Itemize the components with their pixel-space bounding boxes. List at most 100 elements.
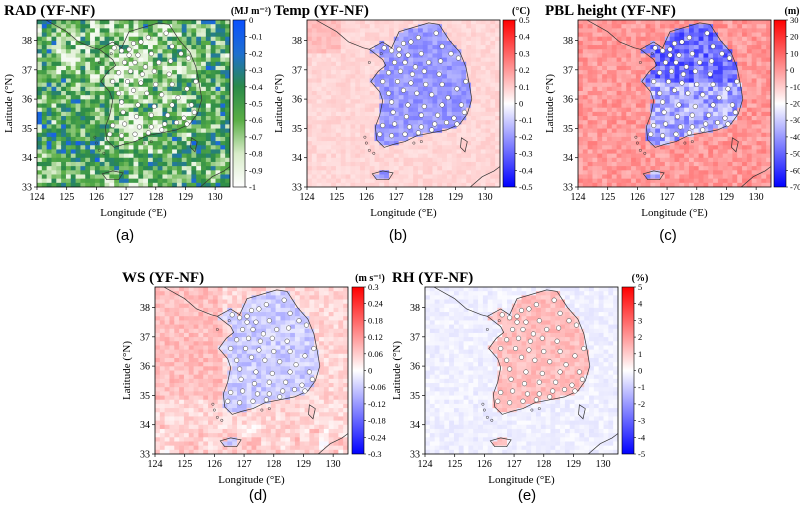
x-axis-label: Longitude (°E): [641, 207, 708, 219]
heatmap-field: [37, 20, 230, 187]
colorbar-unit: (m): [785, 6, 800, 17]
station-marker: [386, 70, 392, 76]
station-marker: [122, 121, 128, 127]
y-tick-label: 35: [292, 124, 302, 135]
station-marker: [133, 114, 140, 120]
colorbar-tick-label: -20: [790, 99, 800, 109]
station-marker: [709, 58, 715, 64]
y-axis-label: Latitude (°N): [3, 74, 15, 133]
station-markers: [225, 297, 317, 406]
x-tick-label: 130: [326, 459, 341, 470]
station-marker: [689, 112, 695, 118]
station-marker: [266, 318, 272, 324]
station-marker: [663, 121, 669, 127]
station-marker: [648, 131, 654, 137]
station-marker: [257, 338, 263, 344]
colorbar-tick-label: -0.2: [519, 132, 532, 142]
station-marker: [145, 35, 151, 41]
station-marker: [692, 68, 698, 74]
station-markers: [648, 30, 740, 139]
station-marker: [120, 109, 126, 115]
station-marker: [526, 306, 532, 312]
colorbar-tick-label: -0.6: [249, 115, 262, 125]
x-tick-label: 126: [630, 192, 645, 203]
station-marker: [380, 78, 386, 85]
x-tick-label: 129: [719, 192, 734, 203]
station-marker: [240, 388, 246, 394]
station-marker: [660, 99, 666, 105]
station-marker: [269, 335, 275, 341]
station-marker: [438, 58, 444, 64]
station-marker: [710, 43, 716, 49]
station-marker: [281, 297, 287, 303]
colorbar: [502, 19, 516, 188]
colorbar-tick-label: -10: [790, 82, 800, 92]
colorbar-tick-label: 0: [638, 366, 642, 376]
colorbar-tick-label: -2: [638, 399, 645, 409]
station-marker: [169, 81, 175, 88]
station-markers: [495, 297, 587, 406]
station-marker: [689, 124, 695, 130]
station-marker: [110, 122, 116, 129]
station-marker: [703, 121, 709, 127]
colorbar-tick-label: 0.3: [368, 282, 379, 292]
station-marker: [274, 326, 280, 333]
station-marker: [445, 95, 451, 101]
colorbar-unit: (°C): [512, 6, 530, 17]
colorbar-tick-label: 1: [638, 349, 642, 359]
colorbar-tick-label: -60: [790, 165, 800, 175]
station-marker: [402, 131, 408, 137]
station-marker: [710, 102, 716, 108]
colorbar-tick-label: -5: [638, 449, 645, 459]
plot-frame: [577, 19, 772, 188]
station-marker: [553, 379, 559, 385]
station-marker: [254, 391, 260, 397]
coastline: [586, 20, 771, 187]
station-marker: [685, 90, 691, 96]
station-marker: [142, 64, 148, 70]
station-marker: [165, 112, 171, 118]
y-axis-label: Latitude (°N): [121, 341, 133, 400]
station-marker: [533, 302, 539, 308]
coastline: [315, 20, 500, 187]
station-marker: [125, 78, 131, 85]
colorbar-tick-label: -30: [790, 115, 800, 125]
station-marker: [400, 40, 407, 46]
station-marker: [414, 90, 420, 96]
station-marker: [536, 379, 542, 385]
station-marker: [461, 109, 467, 115]
colorbar-tick-label: 0.1: [519, 82, 530, 92]
station-marker: [710, 81, 716, 88]
colorbar-unit: (%): [632, 273, 649, 284]
plot-frame: [154, 286, 349, 455]
station-marker: [260, 331, 266, 337]
station-marker: [244, 313, 250, 319]
station-marker: [397, 68, 404, 74]
station-marker: [454, 121, 460, 127]
panel-caption: (b): [389, 227, 407, 244]
station-marker: [530, 331, 536, 337]
station-marker: [135, 102, 141, 108]
station-marker: [415, 130, 421, 136]
colorbar-tick-label: -70: [790, 182, 800, 192]
station-marker: [719, 51, 725, 57]
colorbar-tick-label: -4: [638, 432, 646, 442]
colorbar-tick-label: 0: [790, 65, 794, 75]
panel-a: 124 125 126 127 128 129 130 33 34 35 36 37 38 Longitu…: [3, 3, 271, 244]
colorbar-tick-label: -0.1: [519, 115, 532, 125]
y-tick-label: 38: [22, 36, 32, 47]
station-marker: [243, 345, 249, 352]
station-marker: [660, 48, 666, 54]
station-marker: [280, 388, 286, 394]
station-marker: [244, 319, 250, 325]
x-tick-label: 125: [329, 192, 344, 203]
heatmap-field: [155, 287, 348, 454]
station-marker: [686, 130, 692, 136]
station-marker: [151, 68, 157, 74]
station-marker: [550, 388, 556, 394]
station-marker: [151, 103, 157, 109]
station-marker: [421, 68, 427, 74]
station-marker: [729, 102, 735, 108]
station-marker: [694, 81, 700, 88]
station-marker: [686, 35, 692, 41]
